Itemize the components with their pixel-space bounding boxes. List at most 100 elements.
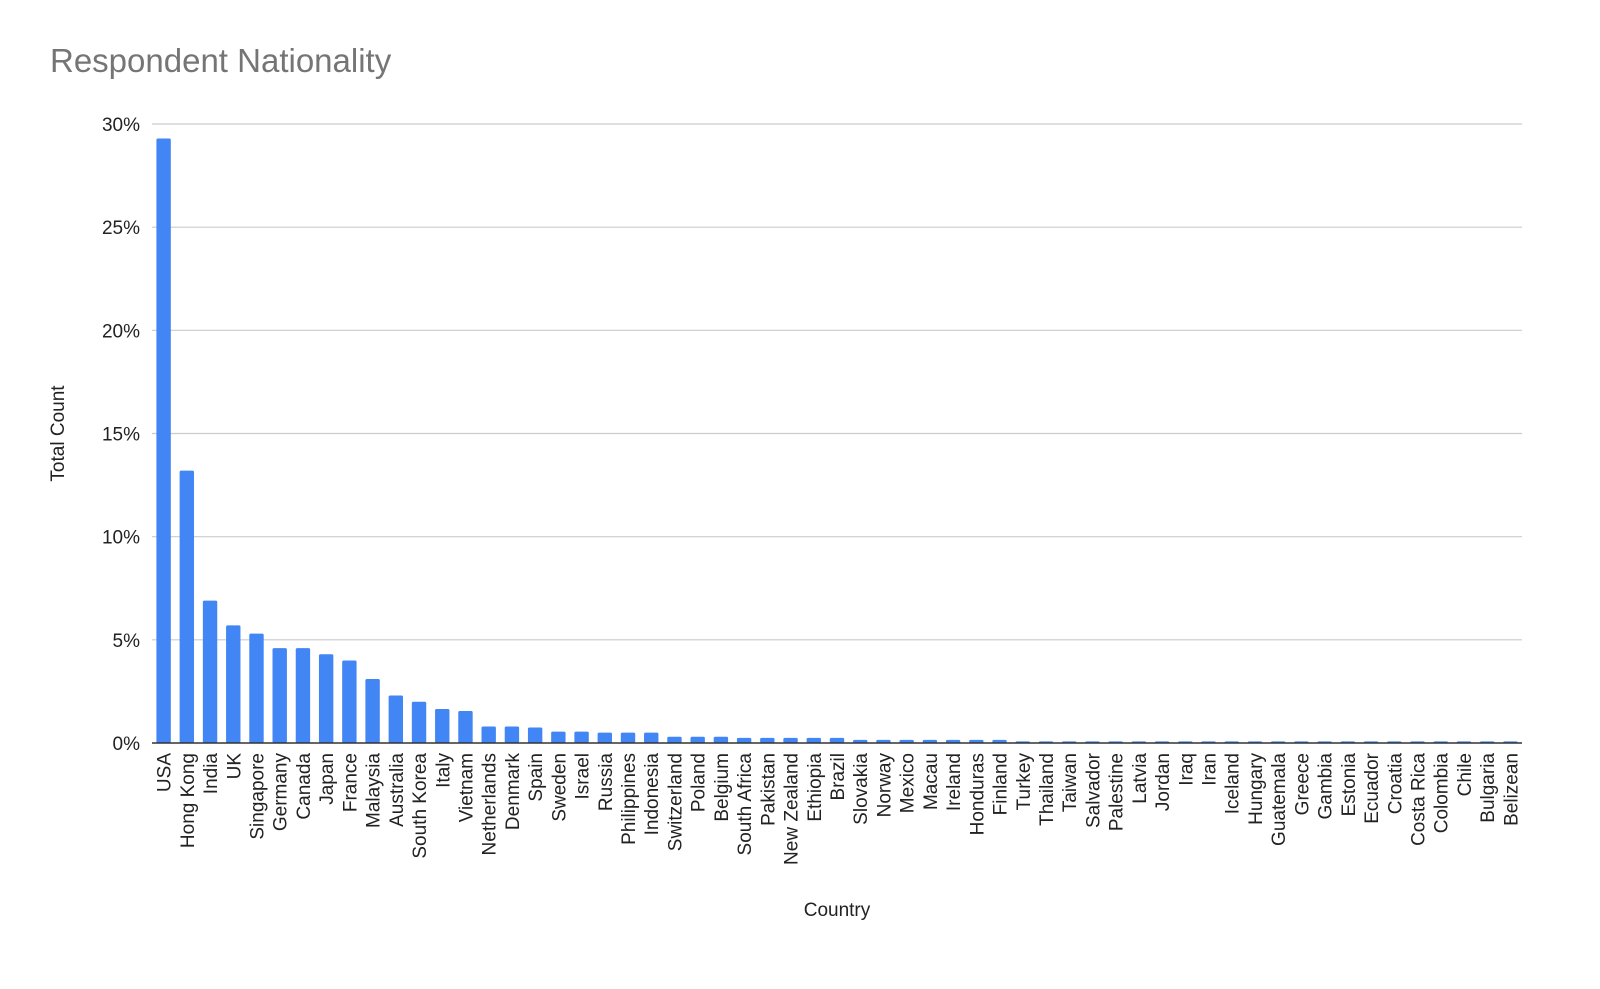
x-tick-label: Slovakia <box>851 753 872 825</box>
x-tick-label: Brazil <box>828 753 849 801</box>
x-tick-label: Turkey <box>1014 753 1035 811</box>
x-tick-label: Hong Kong <box>178 753 199 848</box>
bar-philippines <box>620 732 636 743</box>
bar-south-korea <box>411 701 427 743</box>
x-tick-label: Japan <box>317 753 338 805</box>
y-tick-label: 5% <box>113 631 141 652</box>
x-tick-label: Indonesia <box>642 753 663 836</box>
bar-france <box>342 660 357 743</box>
bar-malaysia <box>365 679 380 743</box>
bar-ethiopia <box>806 737 821 743</box>
bar-netherlands <box>481 726 496 743</box>
x-tick-label: Germany <box>271 753 292 832</box>
x-tick-label: Latvia <box>1130 753 1151 804</box>
x-tick-label: USA <box>155 753 176 792</box>
bar-sweden <box>551 731 566 743</box>
bar-ireland <box>945 739 961 743</box>
x-tick-label: Spain <box>526 753 547 802</box>
x-axis-category-labels: USA Hong Kong India UK Singapore Germany Canad… <box>155 752 1523 865</box>
x-tick-label: Bulgaria <box>1478 753 1499 823</box>
x-tick-label: Chile <box>1455 753 1476 796</box>
x-tick-label: UK <box>224 753 245 780</box>
x-tick-label: France <box>340 753 361 812</box>
bar-pakistan <box>760 737 775 743</box>
x-tick-label: Jordan <box>1153 753 1174 811</box>
bar-brazil <box>829 737 845 743</box>
x-tick-label: South Korea <box>410 753 431 859</box>
x-tick-label: Pakistan <box>758 753 779 826</box>
x-tick-label: Macau <box>921 753 942 810</box>
x-tick-label: Palestine <box>1107 753 1128 831</box>
bar-macau <box>922 739 938 743</box>
bar-usa <box>156 138 171 743</box>
x-tick-label: Australia <box>387 753 408 827</box>
x-tick-label: Denmark <box>503 753 524 831</box>
x-tick-label: Iraq <box>1176 753 1197 786</box>
x-tick-label: Ecuador <box>1362 752 1383 823</box>
bar-india <box>202 600 218 743</box>
y-axis-title: Total Count <box>48 385 69 482</box>
x-tick-label: Israel <box>573 753 594 799</box>
x-tick-label: Honduras <box>967 753 988 835</box>
x-axis-title: Country <box>804 900 871 921</box>
bar-poland <box>690 736 705 743</box>
bar-italy <box>435 708 450 743</box>
y-tick-label: 10% <box>102 528 140 549</box>
y-axis-ticks: 0% 5% 10% 15% 20% 25% 30% <box>102 115 140 755</box>
x-tick-label: Croatia <box>1385 753 1406 815</box>
x-tick-label: Belizean <box>1501 753 1522 826</box>
bar-hong-kong <box>179 470 195 743</box>
bar-vietnam <box>458 711 473 743</box>
x-tick-label: Greece <box>1292 753 1313 815</box>
bar-singapore <box>249 633 264 743</box>
bar-japan <box>318 654 334 743</box>
bar-belgium <box>713 736 729 743</box>
x-tick-label: Switzerland <box>665 753 686 851</box>
bars <box>156 138 1518 743</box>
x-tick-label: Hungary <box>1246 753 1267 825</box>
x-tick-label: Mexico <box>898 753 919 813</box>
bar-israel <box>574 731 589 743</box>
x-tick-label: Poland <box>689 753 710 812</box>
y-tick-label: 30% <box>102 115 140 136</box>
x-tick-label: Gambia <box>1316 753 1337 820</box>
x-tick-label: South Africa <box>735 753 756 856</box>
x-tick-label: Ireland <box>944 753 965 811</box>
x-tick-label: New Zealand <box>782 753 803 865</box>
bar-russia <box>597 732 612 743</box>
bar-slovakia <box>853 739 868 743</box>
x-tick-label: Norway <box>874 753 895 818</box>
x-tick-label: Philippines <box>619 753 640 845</box>
bar-finland <box>992 739 1007 743</box>
bar-uk <box>226 625 241 743</box>
x-tick-label: Canada <box>294 753 315 820</box>
x-tick-label: Italy <box>433 753 454 788</box>
bar-honduras <box>969 739 984 743</box>
bar-new-zealand <box>783 737 798 743</box>
bar-norway <box>876 739 891 743</box>
x-tick-label: Malaysia <box>364 753 385 828</box>
x-tick-label: Singapore <box>247 753 268 840</box>
x-tick-label: Belgium <box>712 753 733 822</box>
x-tick-label: Taiwan <box>1060 753 1081 812</box>
chart-title: Respondent Nationality <box>50 42 392 79</box>
y-tick-label: 20% <box>102 321 140 342</box>
x-tick-label: Finland <box>991 753 1012 815</box>
bar-germany <box>272 648 287 743</box>
x-tick-label: Costa Rica <box>1409 753 1430 846</box>
x-tick-label: Netherlands <box>480 753 501 855</box>
gridlines <box>152 123 1522 641</box>
x-tick-label: Colombia <box>1432 753 1453 834</box>
x-tick-label: Sweden <box>549 753 570 822</box>
bar-indonesia <box>644 732 659 743</box>
y-tick-label: 15% <box>102 425 140 446</box>
x-tick-label: Ethiopia <box>805 753 826 822</box>
y-tick-label: 0% <box>113 734 141 755</box>
bar-denmark <box>504 726 520 743</box>
bar-south-africa <box>736 737 752 743</box>
x-tick-label: India <box>201 753 222 795</box>
x-tick-label: Guatemala <box>1269 753 1290 846</box>
x-tick-label: Iceland <box>1223 753 1244 814</box>
x-tick-label: Vietnam <box>456 753 477 822</box>
